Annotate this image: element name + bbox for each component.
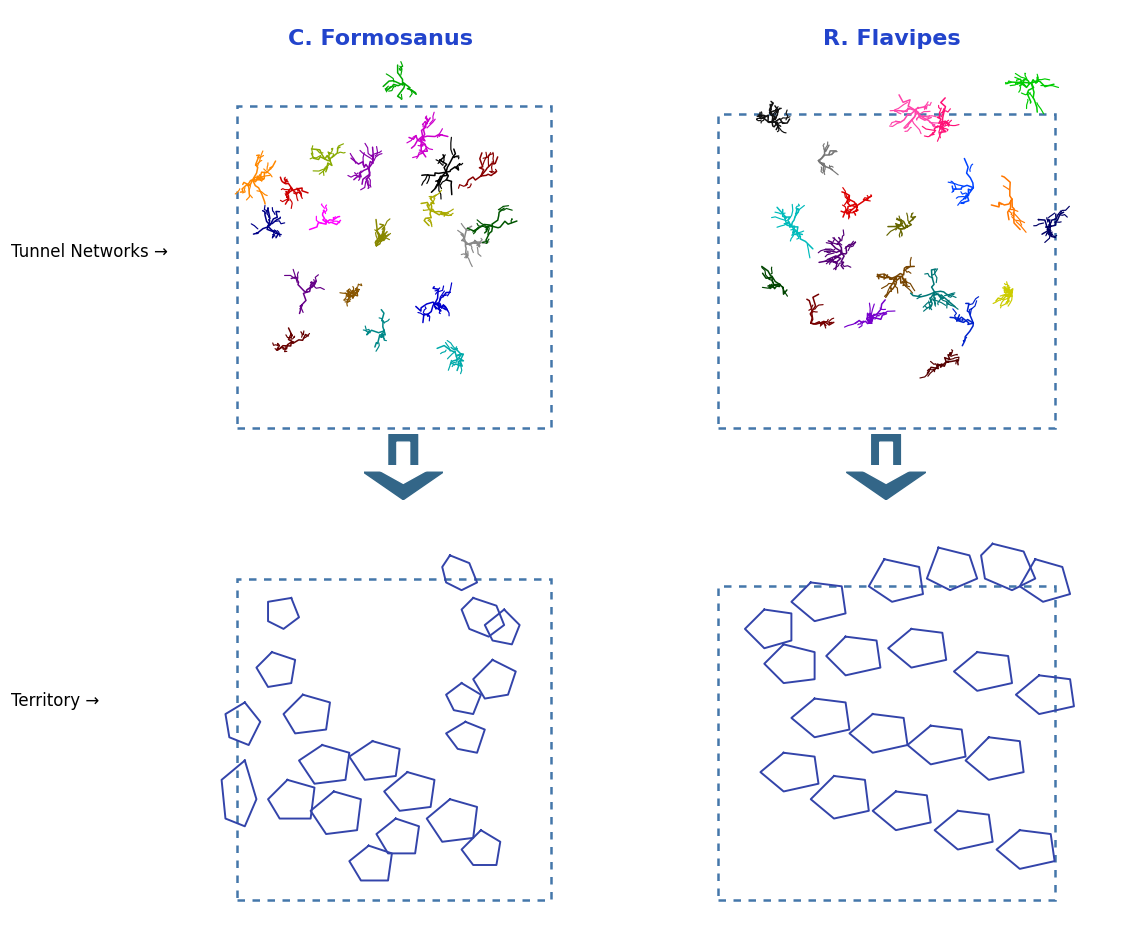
Bar — [237, 578, 551, 899]
Title: C. Formosanus: C. Formosanus — [287, 29, 473, 49]
Polygon shape — [846, 434, 926, 500]
Bar — [718, 587, 1054, 899]
Bar — [718, 114, 1054, 428]
Title: R. Flavipes: R. Flavipes — [824, 29, 961, 49]
Text: Territory →: Territory → — [11, 691, 100, 710]
Polygon shape — [854, 442, 918, 484]
Bar — [237, 106, 551, 428]
Polygon shape — [364, 434, 443, 500]
Polygon shape — [371, 442, 435, 484]
Text: Tunnel Networks →: Tunnel Networks → — [11, 243, 168, 262]
